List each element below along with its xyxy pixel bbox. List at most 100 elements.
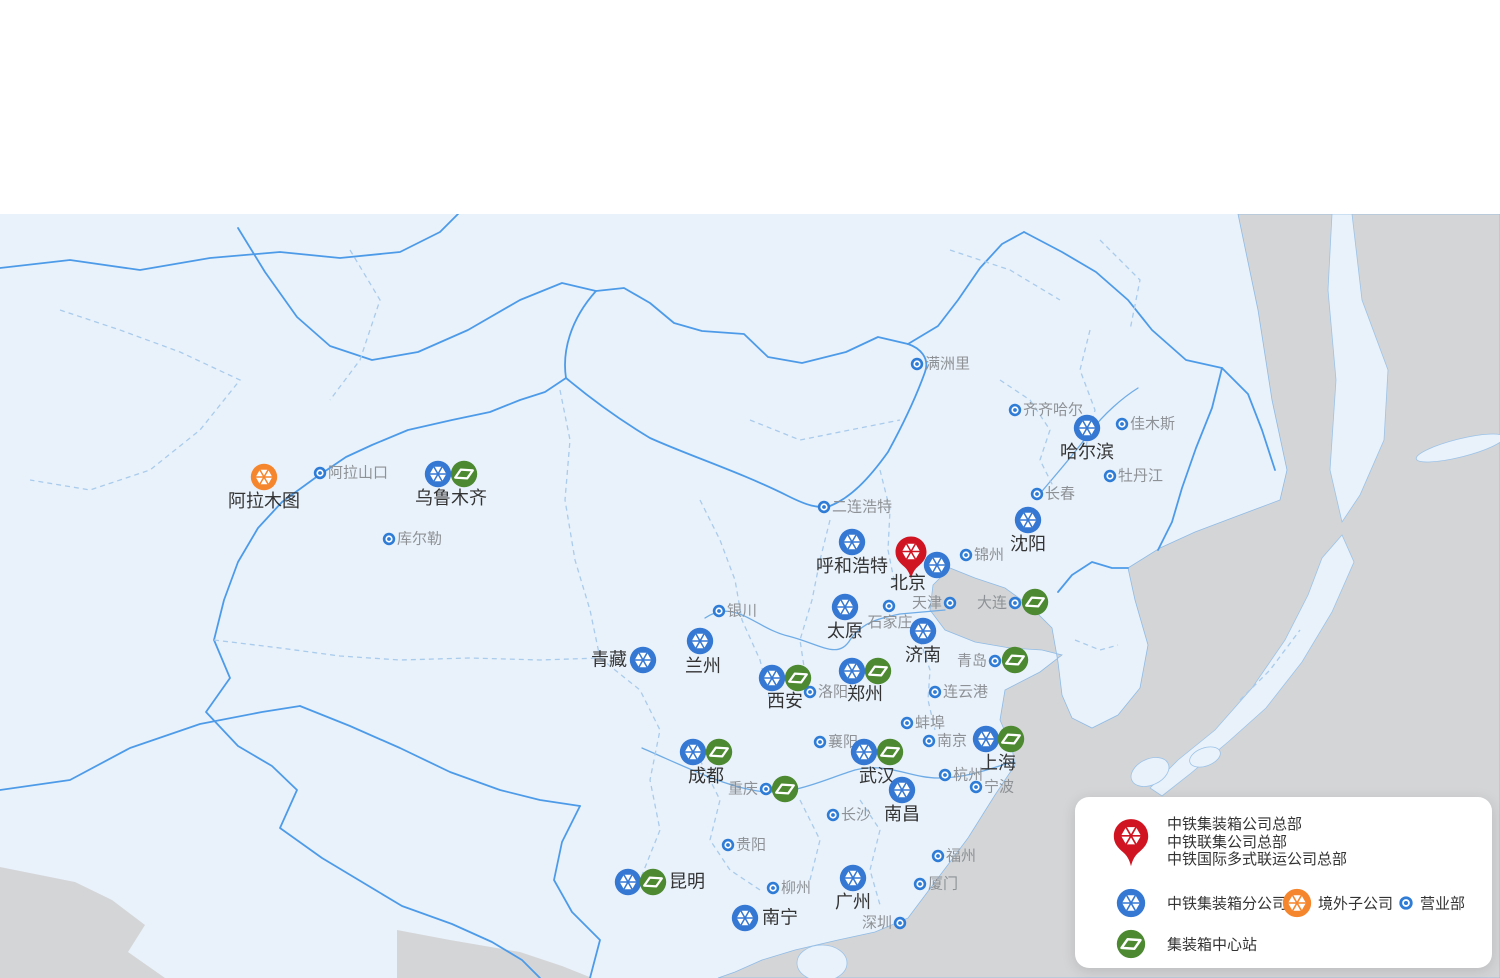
map-marker branch-company-icon[interactable] (424, 460, 452, 488)
city-label: 佳木斯 (1130, 415, 1176, 433)
map-marker branch-company-icon[interactable] (758, 664, 786, 692)
map-marker branch-company-icon[interactable] (1014, 506, 1042, 534)
map-marker business-office-icon[interactable] (988, 654, 1002, 668)
map-marker branch-company-icon[interactable] (838, 657, 866, 685)
map-marker business-office-icon[interactable] (910, 357, 924, 371)
map-marker business-office-icon[interactable] (1008, 596, 1022, 610)
map-marker hq-pin-icon[interactable] (894, 535, 928, 581)
map-marker business-office-icon[interactable] (826, 808, 840, 822)
map-marker business-office-icon[interactable] (900, 716, 914, 730)
map-marker business-office-icon[interactable] (893, 916, 907, 930)
container-terminal-icon (1116, 929, 1146, 959)
legend-hq-labels: 中铁集装箱公司总部 中铁联集公司总部 中铁国际多式联运公司总部 (1167, 816, 1347, 869)
city-label: 青藏 (591, 649, 627, 670)
map-marker business-office-icon[interactable] (1115, 417, 1129, 431)
city-label: 广州 (835, 892, 871, 912)
city-label: 武汉 (859, 766, 895, 786)
city-label: 宁波 (984, 778, 1015, 796)
city-label: 南京 (937, 732, 968, 750)
city-label: 济南 (905, 645, 941, 665)
city-label: 蚌埠 (915, 714, 946, 732)
city-label: 北京 (890, 573, 926, 593)
city-label: 郑州 (847, 684, 883, 704)
city-label: 哈尔滨 (1060, 442, 1114, 462)
map-marker container-terminal-icon[interactable] (705, 738, 733, 766)
map-marker branch-company-icon[interactable] (838, 528, 866, 556)
map-marker container-terminal-icon[interactable] (864, 657, 892, 685)
map-marker branch-company-icon[interactable] (731, 904, 759, 932)
map-marker container-terminal-icon[interactable] (876, 738, 904, 766)
city-label: 齐齐哈尔 (1023, 401, 1084, 419)
map-marker branch-company-icon[interactable] (629, 646, 657, 674)
map-marker branch-company-icon[interactable] (831, 593, 859, 621)
map-marker business-office-icon[interactable] (943, 596, 957, 610)
city-label: 连云港 (943, 683, 989, 701)
city-label: 满洲里 (925, 355, 971, 373)
city-label: 乌鲁木齐 (415, 488, 487, 508)
city-label: 沈阳 (1010, 534, 1046, 554)
map-marker business-office-icon[interactable] (766, 881, 780, 895)
map-marker business-office-icon[interactable] (712, 604, 726, 618)
map-marker business-office-icon[interactable] (382, 532, 396, 546)
map-marker business-office-icon[interactable] (882, 599, 896, 613)
map-marker business-office-icon[interactable] (813, 735, 827, 749)
map-marker branch-company-icon[interactable] (1073, 414, 1101, 442)
map-marker branch-company-icon[interactable] (888, 776, 916, 804)
map-marker business-office-icon[interactable] (938, 768, 952, 782)
map-marker business-office-icon[interactable] (817, 500, 831, 514)
city-label: 锦州 (974, 546, 1005, 564)
map-marker container-terminal-icon[interactable] (997, 725, 1025, 753)
map-marker business-office-icon[interactable] (931, 849, 945, 863)
map-marker branch-company-icon[interactable] (839, 864, 867, 892)
city-label: 南宁 (762, 907, 798, 928)
city-label: 天津 (911, 594, 942, 612)
business-office-icon (1399, 896, 1413, 910)
map-marker branch-company-icon[interactable] (679, 738, 707, 766)
map-marker business-office-icon[interactable] (803, 685, 817, 699)
map-marker container-terminal-icon[interactable] (450, 460, 478, 488)
map-marker container-terminal-icon[interactable] (1021, 588, 1049, 616)
map-marker business-office-icon[interactable] (913, 877, 927, 891)
map-marker branch-company-icon[interactable] (923, 551, 951, 579)
map-marker branch-company-icon[interactable] (686, 627, 714, 655)
city-label: 石家庄 (867, 614, 913, 631)
map-marker container-terminal-icon[interactable] (771, 775, 799, 803)
legend-hq-line3: 中铁国际多式联运公司总部 (1167, 851, 1348, 868)
hq-pin-icon (1112, 818, 1150, 869)
map-marker business-office-icon[interactable] (922, 734, 936, 748)
map-marker business-office-icon[interactable] (959, 548, 973, 562)
map-marker business-office-icon[interactable] (1103, 469, 1117, 483)
china-map: 阿拉木图 阿拉山口 乌鲁木齐 库尔勒 满洲里 齐齐哈尔 哈尔滨 佳木斯 牡丹江 长春 沈阳 二连… (0, 214, 1500, 978)
map-marker business-office-icon[interactable] (1008, 403, 1022, 417)
map-marker business-office-icon[interactable] (313, 466, 327, 480)
legend-branch-label: 中铁集装箱分公司 (1167, 895, 1288, 913)
map-marker business-office-icon[interactable] (969, 780, 983, 794)
city-label: 福州 (946, 847, 977, 865)
map-marker overseas-subsidiary-icon[interactable] (250, 463, 278, 491)
city-label: 太原 (827, 621, 863, 641)
city-label: 青岛 (956, 652, 987, 670)
legend-overseas-label: 境外子公司 (1318, 895, 1394, 913)
map-marker container-terminal-icon[interactable] (784, 664, 812, 692)
branch-company-icon (1116, 888, 1146, 918)
map-marker branch-company-icon[interactable] (972, 725, 1000, 753)
map-marker business-office-icon[interactable] (721, 838, 735, 852)
sea-shapes (0, 214, 1500, 978)
city-label: 昆明 (669, 871, 705, 892)
map-marker business-office-icon[interactable] (759, 782, 773, 796)
city-label: 上海 (980, 753, 1016, 773)
map-marker container-terminal-icon[interactable] (639, 868, 667, 896)
city-label: 大连 (976, 594, 1007, 612)
map-marker business-office-icon[interactable] (1030, 487, 1044, 501)
map-marker container-terminal-icon[interactable] (1001, 646, 1029, 674)
map-marker business-office-icon[interactable] (928, 685, 942, 699)
city-label: 襄阳 (828, 733, 859, 751)
map-marker branch-company-icon[interactable] (909, 617, 937, 645)
city-label: 南昌 (884, 804, 920, 824)
legend-hq-line2: 中铁联集公司总部 (1167, 833, 1288, 851)
map-marker branch-company-icon[interactable] (850, 738, 878, 766)
map-marker branch-company-icon[interactable] (614, 868, 642, 896)
city-label: 柳州 (781, 879, 812, 897)
legend-terminal-label: 集装箱中心站 (1167, 936, 1258, 954)
